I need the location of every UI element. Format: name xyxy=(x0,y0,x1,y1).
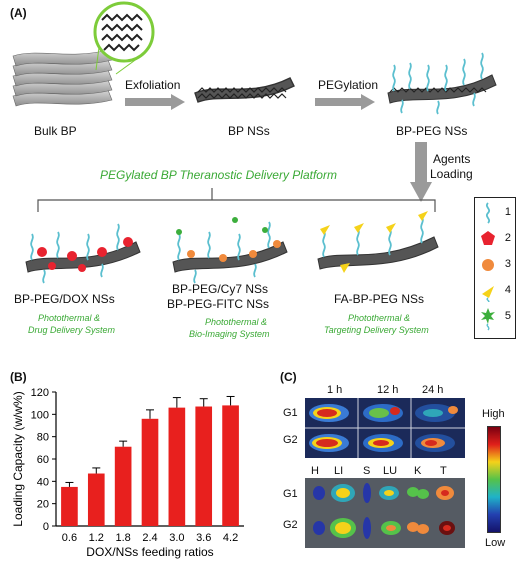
x-tick-label: 1.8 xyxy=(115,532,130,544)
fa-icon xyxy=(482,286,494,298)
legend-cy7: 3 xyxy=(479,254,513,276)
organ-label-t: T xyxy=(440,465,447,477)
y-axis-title: Loading Capacity (w/w%) xyxy=(11,391,25,526)
whole-body-imaging xyxy=(305,398,465,458)
legend-label-5: 5 xyxy=(504,310,511,322)
y-tick-label: 120 xyxy=(31,387,49,399)
bar xyxy=(168,407,186,526)
bulk-bp-illustration xyxy=(12,49,113,107)
dox-icon xyxy=(481,231,495,245)
panel-c-label: (C) xyxy=(280,370,297,384)
scale-low-label: Low xyxy=(485,537,506,549)
fitc-icon xyxy=(481,308,495,324)
organ-label-lu: LU xyxy=(383,465,398,477)
y-tick-label: 40 xyxy=(37,476,49,488)
fa-bp-peg-illustration xyxy=(317,211,439,273)
time-label-1h: 1 h xyxy=(327,384,343,396)
time-label-12h: 12 h xyxy=(377,384,399,396)
cy7-icon xyxy=(482,259,494,271)
atomic-structure-zoom xyxy=(93,1,155,75)
bulk-bp-label: Bulk BP xyxy=(34,124,77,138)
product-2-desc-2: Bio-Imaging System xyxy=(189,329,270,339)
panel-b-label: (B) xyxy=(10,370,27,384)
y-tick-label: 20 xyxy=(37,499,49,511)
product-3-desc-2: Targeting Delivery System xyxy=(324,325,429,335)
legend-label-3: 3 xyxy=(504,258,511,270)
loading-capacity-chart: 0 20 40 60 80 100 120 0.6 1.2 1.8 2.4 3.0 3.6 4.2 DOX/… xyxy=(11,387,244,559)
bp-peg-cy7-fitc-illustration xyxy=(172,217,288,284)
scale-high-label: High xyxy=(482,408,505,420)
platform-bracket xyxy=(37,188,436,212)
x-axis-title: DOX/NSs feeding ratios xyxy=(86,545,213,559)
legend-label-1: 1 xyxy=(504,206,511,218)
pegylation-label: PEGylation xyxy=(318,78,379,92)
bar xyxy=(141,418,159,526)
legend-peg-chain: 1 xyxy=(479,202,513,224)
legend-dox: 2 xyxy=(479,228,513,250)
pegylation-arrow xyxy=(315,94,375,110)
product-2-name-2: BP-PEG-FITC NSs xyxy=(167,297,270,311)
bar xyxy=(222,405,239,526)
x-tick-label: 2.4 xyxy=(142,532,157,544)
organ-label-li: LI xyxy=(334,465,344,477)
agents-loading-label-2: Loading xyxy=(430,167,473,181)
legend-label-4: 4 xyxy=(504,284,511,296)
product-2-desc-1: Photothermal & xyxy=(205,317,268,327)
y-tick-label: 60 xyxy=(37,454,49,466)
bp-peg-dox-illustration xyxy=(25,223,141,284)
product-2-name: BP-PEG/Cy7 NSs xyxy=(172,282,269,296)
ex-vivo-organ-imaging xyxy=(305,478,465,548)
x-tick-label: 4.2 xyxy=(223,532,238,544)
product-3-name: FA-BP-PEG NSs xyxy=(334,292,425,306)
agents-loading-arrow xyxy=(410,142,432,202)
y-tick-label: 80 xyxy=(37,432,49,444)
product-1-desc-1: Photothermal & xyxy=(38,313,101,323)
bar xyxy=(114,446,132,526)
exfoliation-arrow xyxy=(125,94,185,110)
platform-title: PEGylated BP Theranostic Delivery Platfo… xyxy=(100,168,337,182)
organ-label-k: K xyxy=(414,465,422,477)
organ-label-h: H xyxy=(311,465,319,477)
legend-label-2: 2 xyxy=(504,232,511,244)
legend-fa: 4 xyxy=(479,280,513,303)
product-3-desc-1: Photothermal & xyxy=(348,313,411,323)
x-tick-label: 3.0 xyxy=(169,532,184,544)
product-1-name: BP-PEG/DOX NSs xyxy=(14,292,115,306)
group-label-g2-bottom: G2 xyxy=(283,519,298,531)
group-label-g1-top: G1 xyxy=(283,407,298,419)
bp-peg-nss-illustration xyxy=(387,52,497,115)
agents-loading-label-1: Agents xyxy=(433,152,471,166)
bp-nss-label: BP NSs xyxy=(228,124,270,138)
panel-a-label: (A) xyxy=(10,6,27,20)
component-legend: 1 2 3 4 5 xyxy=(474,197,516,339)
bp-nss-illustration xyxy=(194,77,295,103)
x-tick-label: 1.2 xyxy=(89,532,104,544)
time-label-24h: 24 h xyxy=(422,384,444,396)
bp-peg-nss-label: BP-PEG NSs xyxy=(396,124,468,138)
y-tick-label: 0 xyxy=(43,521,49,533)
product-1-desc-2: Drug Delivery System xyxy=(28,325,116,335)
bar xyxy=(61,486,78,526)
organ-label-s: S xyxy=(363,465,371,477)
x-tick-label: 3.6 xyxy=(196,532,211,544)
legend-fitc: 5 xyxy=(479,306,513,331)
group-label-g1-bottom: G1 xyxy=(283,488,298,500)
bar xyxy=(195,406,213,526)
intensity-color-scale xyxy=(487,426,501,533)
exfoliation-label: Exfoliation xyxy=(125,78,181,92)
y-tick-label: 100 xyxy=(31,409,49,421)
peg-chain-icon xyxy=(485,202,491,224)
bar xyxy=(87,473,105,526)
group-label-g2-top: G2 xyxy=(283,434,298,446)
x-tick-label: 0.6 xyxy=(62,532,77,544)
